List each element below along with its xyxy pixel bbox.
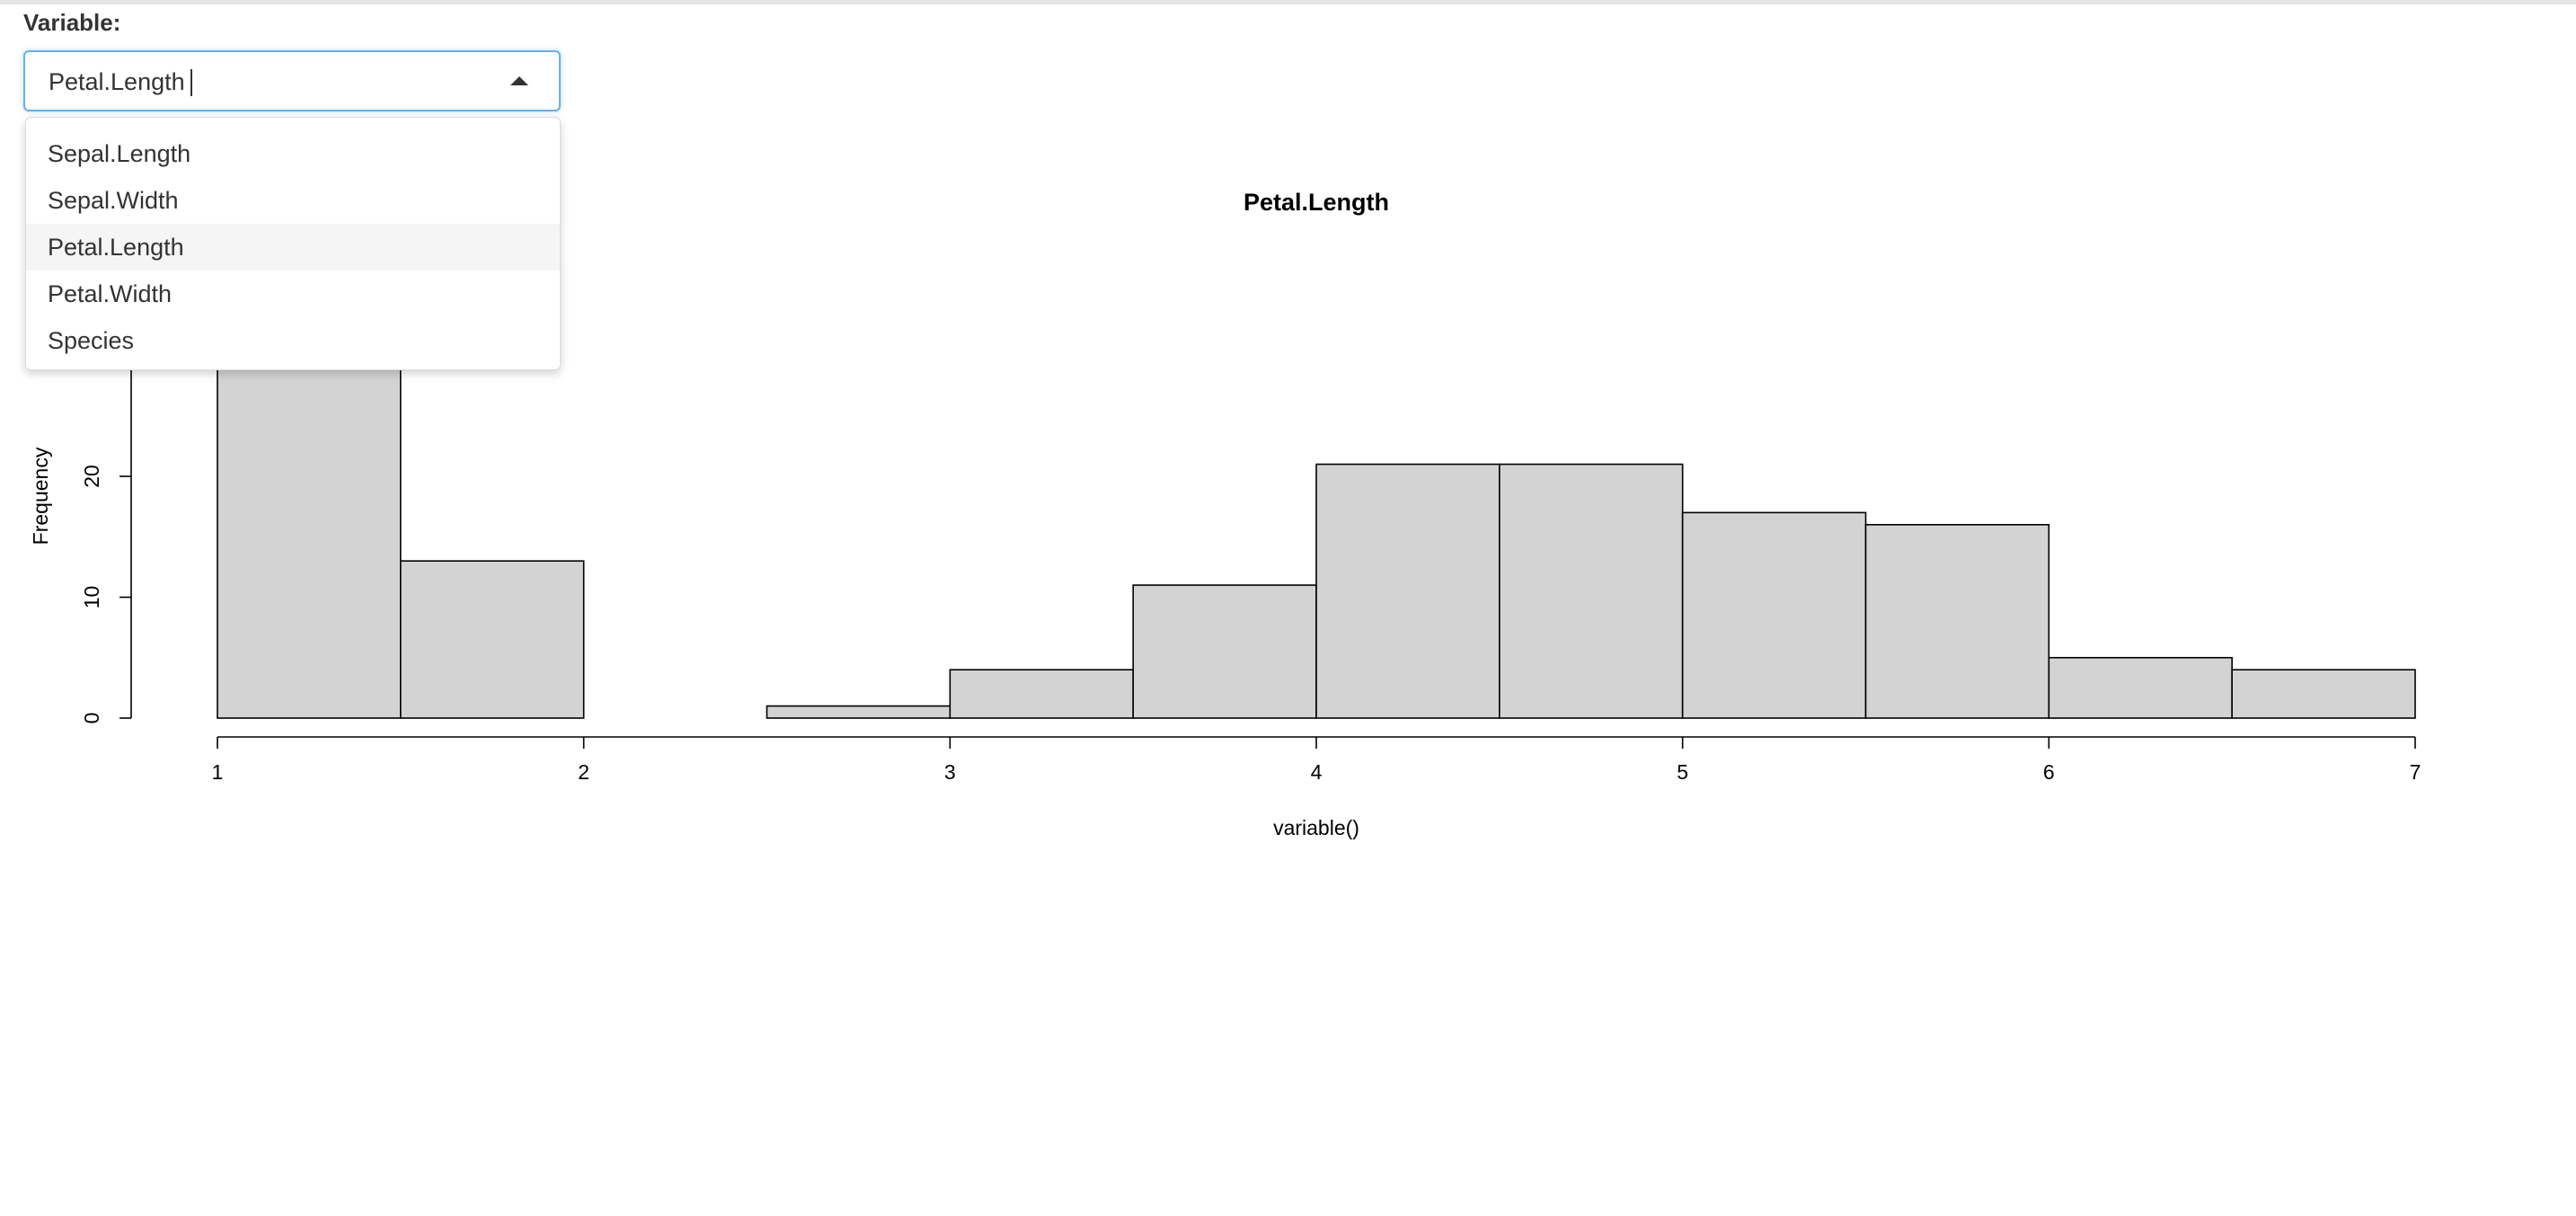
text-cursor bbox=[190, 69, 192, 96]
histogram-bar bbox=[1499, 463, 1684, 719]
top-border bbox=[0, 0, 2576, 4]
histogram-bar bbox=[1864, 523, 2050, 719]
y-tick-label: 20 bbox=[80, 465, 103, 488]
x-tick-label: 1 bbox=[212, 760, 224, 784]
variable-label: Variable: bbox=[23, 9, 121, 36]
option-species[interactable]: Species bbox=[48, 327, 135, 354]
x-tick-label: 2 bbox=[578, 760, 589, 784]
variable-select[interactable]: Petal.Length bbox=[23, 50, 561, 111]
y-tick-label: 0 bbox=[80, 713, 103, 724]
histogram-bar bbox=[2231, 669, 2416, 719]
x-axis: 1 2 3 4 5 6 7 bbox=[212, 736, 2421, 784]
variable-dropdown-menu[interactable]: Sepal.Length Sepal.Width Petal.Length Pe… bbox=[25, 117, 561, 370]
histogram-bar bbox=[766, 705, 952, 719]
x-tick-label: 7 bbox=[2410, 760, 2421, 784]
y-tick-label: 10 bbox=[80, 586, 103, 609]
histogram-bar bbox=[1132, 584, 1317, 719]
x-tick-label: 6 bbox=[2043, 760, 2055, 784]
x-tick-label: 5 bbox=[1677, 760, 1688, 784]
chart-title: Petal.Length bbox=[1244, 189, 1389, 216]
caret-up-icon[interactable] bbox=[510, 76, 528, 85]
x-tick-label: 3 bbox=[944, 760, 956, 784]
option-petal-length[interactable]: Petal.Length bbox=[26, 224, 560, 271]
histogram-bar bbox=[949, 669, 1134, 719]
histogram-bar bbox=[2048, 656, 2233, 719]
histogram-bar bbox=[1315, 463, 1500, 719]
x-tick-label: 4 bbox=[1311, 760, 1323, 784]
variable-select-value[interactable]: Petal.Length bbox=[49, 68, 185, 95]
option-petal-width[interactable]: Petal.Width bbox=[48, 280, 173, 307]
option-sepal-width[interactable]: Sepal.Width bbox=[48, 187, 179, 214]
histogram-bar bbox=[1681, 511, 1867, 719]
histogram-bar bbox=[400, 560, 585, 719]
option-sepal-length[interactable]: Sepal.Length bbox=[48, 140, 191, 167]
x-axis-label: variable() bbox=[1273, 816, 1359, 839]
y-axis-label: Frequency bbox=[29, 447, 52, 545]
